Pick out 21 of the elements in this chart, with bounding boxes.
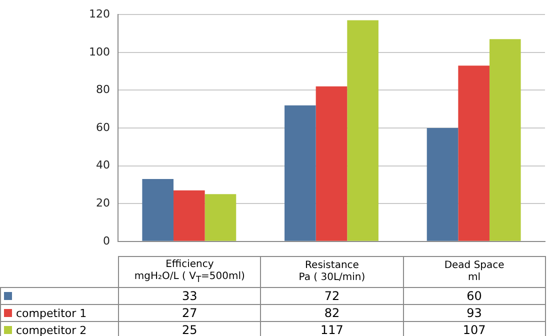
- data-label: 72: [260, 288, 404, 304]
- y-tick-label: 80: [96, 83, 110, 96]
- y-tick-label: 120: [89, 7, 110, 20]
- data-label: 82: [260, 304, 404, 322]
- data-label: 60: [403, 288, 546, 304]
- data-label: 27: [118, 304, 261, 322]
- y-tick-label: 0: [103, 234, 110, 248]
- data-label: 107: [403, 322, 546, 336]
- y-tick-label: 100: [89, 45, 110, 58]
- legend-label: competitor 1: [0, 304, 118, 322]
- data-label: 93: [403, 304, 546, 322]
- x-tick-label: Efficiency mgH₂O/L ( V$_{T}$=500ml): [119, 259, 260, 285]
- data-label: 33: [118, 288, 261, 304]
- y-tick-label: 20: [96, 196, 110, 210]
- y-tick-label: 40: [96, 158, 110, 172]
- x-tick-label: Dead Space ml: [443, 260, 506, 284]
- data-label: 25: [118, 322, 261, 336]
- data-label: 117: [260, 322, 404, 336]
- y-tick-label: 60: [96, 120, 110, 134]
- legend-label: competitor 2: [0, 322, 118, 336]
- x-tick-label: Resistance Pa ( 30L/min): [298, 260, 366, 284]
